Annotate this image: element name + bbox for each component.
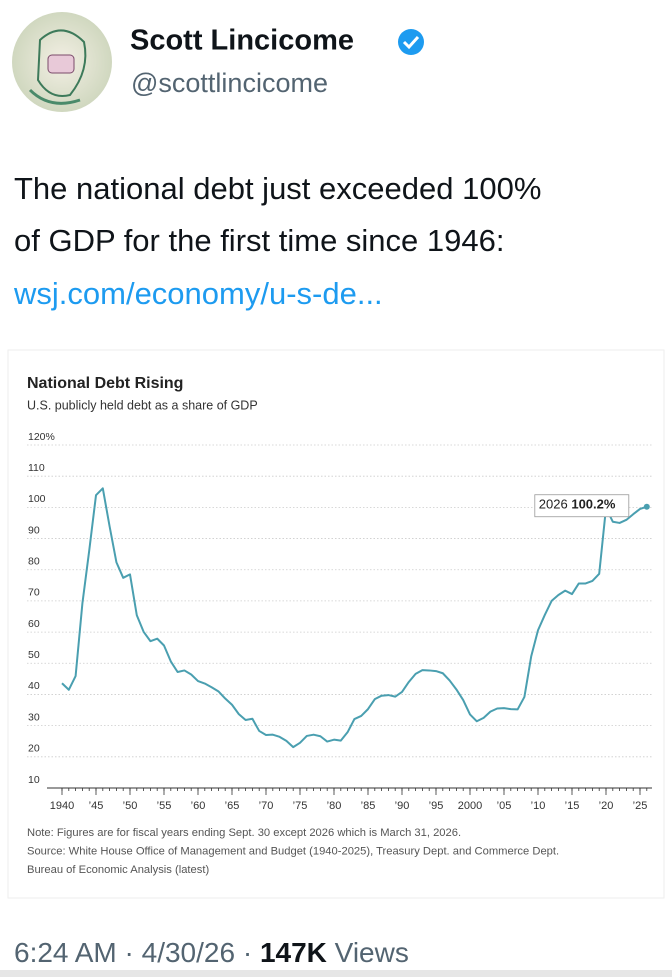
- separator: ·: [243, 937, 252, 968]
- author-handle[interactable]: @scottlincicome: [131, 68, 328, 98]
- x-tick-label: 1940: [50, 800, 74, 812]
- chart-note: Note: Figures are for fiscal years endin…: [27, 827, 461, 839]
- chart-card: [7, 349, 665, 899]
- y-tick-label: 10: [28, 774, 40, 786]
- annotation-value: 100.2%: [571, 497, 616, 512]
- y-tick-label: 90: [28, 524, 40, 536]
- x-tick-label: ’20: [599, 800, 614, 812]
- verified-badge: [398, 29, 424, 55]
- x-tick-label: ’50: [123, 800, 138, 812]
- chart-note: Source: White House Office of Management…: [27, 845, 559, 857]
- x-tick-label: ’75: [293, 800, 308, 812]
- x-tick-label: 2000: [458, 800, 482, 812]
- data-point: [643, 503, 650, 510]
- separator: ·: [125, 937, 134, 968]
- x-tick-label: ’65: [225, 800, 240, 812]
- x-tick-label: ’10: [531, 800, 546, 812]
- y-tick-label: 70: [28, 587, 40, 599]
- date: 4/30/26: [142, 937, 235, 968]
- time: 6:24 AM: [14, 937, 117, 968]
- y-tick-label: 60: [28, 618, 40, 630]
- y-tick-label: 30: [28, 711, 40, 723]
- tweet-text: of GDP for the first time since 1946:: [14, 223, 504, 258]
- y-tick-label: 110: [28, 462, 45, 474]
- author-name[interactable]: Scott Lincicome: [130, 25, 354, 57]
- chart: National Debt Rising U.S. publicly held …: [27, 375, 652, 876]
- chart-title: National Debt Rising: [27, 375, 183, 392]
- x-tick-label: ’85: [361, 800, 376, 812]
- y-tick-label: 20: [28, 743, 40, 755]
- bottom-bar: [0, 970, 672, 977]
- tweet-meta: 6:24 AM · 4/30/26 · 147K Views: [14, 937, 409, 968]
- tweet-text: The national debt just exceeded 100%: [14, 171, 541, 206]
- views-count: 147K: [260, 937, 327, 968]
- x-tick-label: ’90: [395, 800, 410, 812]
- x-tick-label: ’25: [633, 800, 648, 812]
- chart-note: Bureau of Economic Analysis (latest): [27, 864, 209, 876]
- avatar[interactable]: [12, 12, 112, 112]
- annotation-box: [534, 494, 630, 518]
- y-tick-label: 120%: [28, 431, 55, 443]
- x-tick-label: ’60: [191, 800, 206, 812]
- x-tick-label: ’55: [157, 800, 172, 812]
- annotation: 2026 100.2%: [539, 497, 616, 512]
- views-label: Views: [335, 937, 409, 968]
- x-tick-label: ’05: [497, 800, 512, 812]
- x-tick-label: ’70: [259, 800, 274, 812]
- x-tick-label: ’15: [565, 800, 580, 812]
- y-tick-label: 50: [28, 649, 40, 661]
- data-line: [61, 487, 648, 749]
- x-tick-label: ’95: [429, 800, 444, 812]
- x-tick-label: ’45: [89, 800, 104, 812]
- x-tick-label: ’80: [327, 800, 342, 812]
- tweet-link[interactable]: wsj.com/economy/u-s-de...: [13, 276, 383, 311]
- annotation-year: 2026: [539, 497, 568, 512]
- chart-subtitle: U.S. publicly held debt as a share of GD…: [27, 398, 258, 412]
- y-tick-label: 40: [28, 680, 40, 692]
- y-tick-label: 80: [28, 556, 40, 568]
- y-tick-label: 100: [28, 493, 46, 505]
